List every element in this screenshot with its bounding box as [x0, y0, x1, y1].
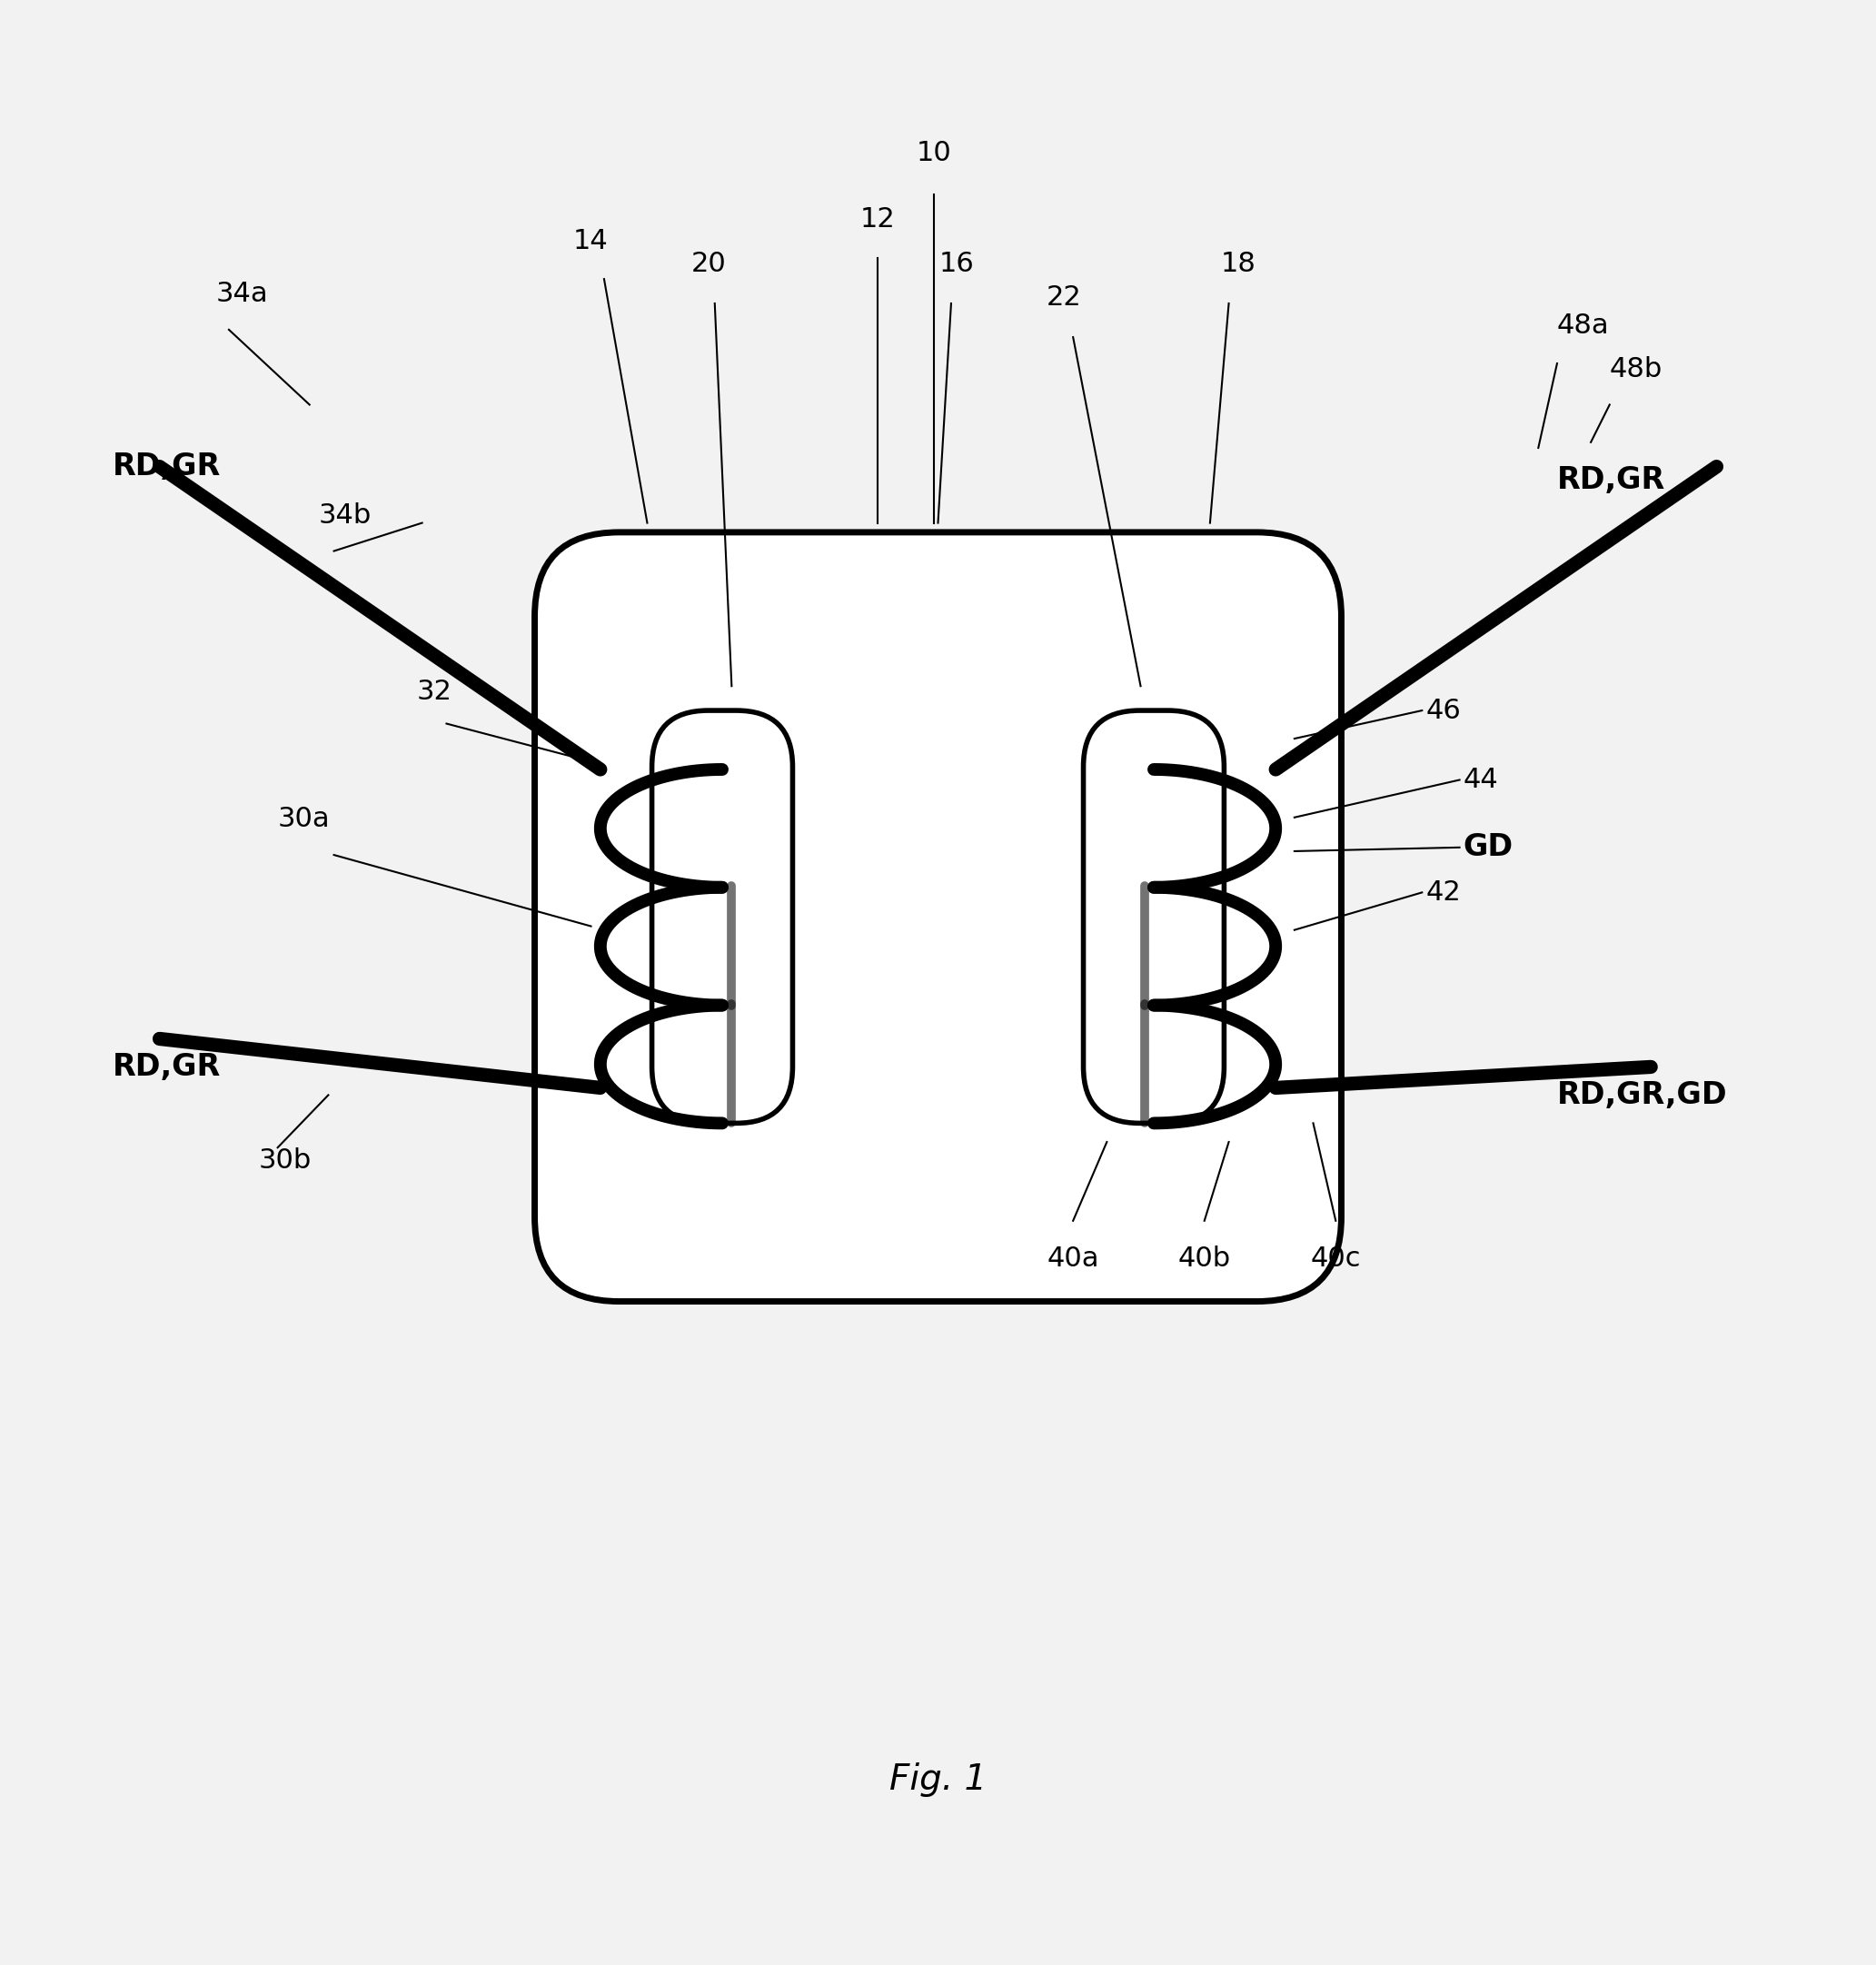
Text: 48a: 48a [1557, 312, 1610, 340]
Text: RD,GR: RD,GR [1557, 466, 1666, 495]
Text: 40c: 40c [1311, 1246, 1360, 1271]
Text: GD: GD [1463, 833, 1514, 863]
Text: 34b: 34b [319, 503, 371, 529]
FancyBboxPatch shape [535, 533, 1341, 1301]
Text: 46: 46 [1426, 698, 1461, 723]
Text: 32: 32 [416, 678, 452, 705]
Text: 14: 14 [574, 228, 608, 255]
Text: 44: 44 [1463, 766, 1499, 794]
FancyBboxPatch shape [1084, 711, 1223, 1124]
Text: 20: 20 [692, 252, 726, 277]
Text: 48b: 48b [1610, 356, 1662, 381]
Text: 40b: 40b [1178, 1246, 1231, 1271]
Text: 40a: 40a [1047, 1246, 1099, 1271]
Text: 42: 42 [1426, 878, 1461, 906]
Text: 16: 16 [940, 252, 974, 277]
Text: 22: 22 [1047, 285, 1081, 310]
Text: RD,GR: RD,GR [113, 1051, 221, 1083]
FancyBboxPatch shape [653, 711, 794, 1124]
Text: RD,GR,GD: RD,GR,GD [1557, 1081, 1728, 1110]
Text: 18: 18 [1221, 252, 1255, 277]
Text: 34a: 34a [216, 281, 268, 307]
Text: 30a: 30a [278, 806, 330, 833]
Text: 12: 12 [861, 206, 895, 232]
Text: Fig. 1: Fig. 1 [889, 1763, 987, 1798]
Text: 10: 10 [917, 140, 951, 167]
Text: 30b: 30b [259, 1148, 311, 1173]
Text: RD,GR: RD,GR [113, 452, 221, 481]
